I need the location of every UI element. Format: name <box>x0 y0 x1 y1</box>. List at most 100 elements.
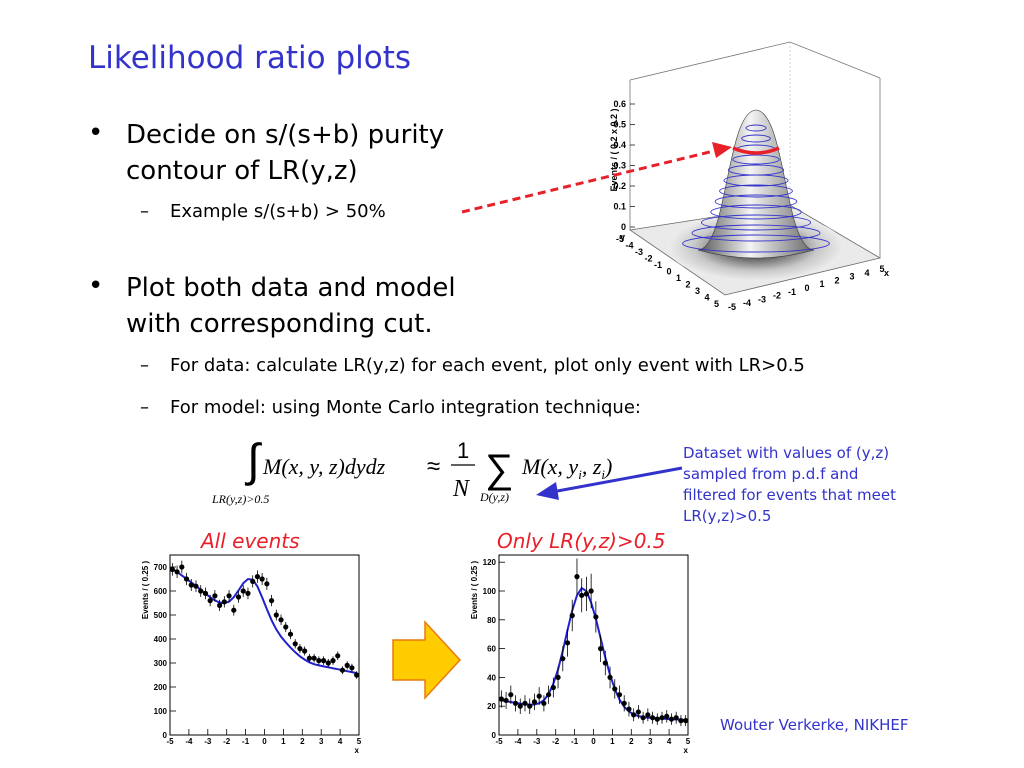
contour-line <box>691 224 821 242</box>
data-point <box>311 655 317 661</box>
data-point <box>226 593 232 599</box>
x-axis-label: x <box>684 746 689 755</box>
mc-integration-formula: ∫ M(x, y, z)dydz ≈ 1 N ∑ M(x, yi, zi) LR… <box>211 434 612 506</box>
x-tick-label: -2 <box>773 291 781 301</box>
data-point <box>188 582 194 588</box>
data-point <box>583 591 590 597</box>
z-tick-label: 0.2 <box>613 181 626 191</box>
sub-bullet-dash: – <box>140 355 149 376</box>
y-tick-label: 500 <box>154 611 168 620</box>
annotation-line: LR(y,z)>0.5 <box>683 507 772 525</box>
formula-lhs: M(x, y, z)dydz <box>262 454 386 479</box>
contour-line <box>714 194 798 209</box>
x-tick-label: 1 <box>819 279 824 289</box>
data-point <box>273 612 279 618</box>
data-point <box>664 713 670 719</box>
box-edge <box>629 41 881 81</box>
transition-arrow <box>392 620 462 700</box>
data-point <box>569 612 575 619</box>
data-point <box>287 631 294 637</box>
blue-arrow <box>551 466 683 494</box>
lr-cut-label: Only LR(y,z)>0.5 <box>497 529 666 553</box>
red-dashed-arrow <box>461 148 719 214</box>
x-tick-label: 4 <box>338 737 343 746</box>
contour-line <box>732 154 780 165</box>
formula-numerator: 1 <box>457 438 469 463</box>
x-tick-label: -4 <box>743 298 751 308</box>
data-point <box>522 700 528 706</box>
x-tick-label: -5 <box>495 737 503 746</box>
y-tick-label: 0 <box>666 267 671 277</box>
plot-frame <box>498 554 689 736</box>
dataset-annotation: Dataset with values of (y,z) sampled fro… <box>683 443 933 527</box>
x-tick-label: 3 <box>648 737 653 746</box>
x-tick-label: -5 <box>728 302 736 312</box>
sub-bullet-dash: – <box>140 397 149 418</box>
data-point <box>221 599 227 605</box>
x-tick-label: 0 <box>591 737 596 746</box>
y-tick-label: -1 <box>654 260 662 270</box>
data-point <box>330 658 336 664</box>
annotation-line: sampled from p.d.f and <box>683 465 859 483</box>
data-point <box>498 696 504 702</box>
x-tick-label: 3 <box>849 272 854 282</box>
data-point <box>278 617 284 623</box>
data-point <box>169 566 175 573</box>
contour-line <box>710 204 802 220</box>
x-tick-label: -4 <box>514 737 522 746</box>
data-point <box>602 660 608 666</box>
y-tick-label: 400 <box>154 635 168 644</box>
x-tick-label: 2 <box>629 737 634 746</box>
data-point <box>517 703 523 709</box>
z-tick-label: 0.4 <box>613 140 626 150</box>
y-tick-label: 5 <box>714 299 719 309</box>
data-point <box>659 715 665 721</box>
data-point <box>302 648 308 654</box>
y-tick-label: -4 <box>625 241 633 251</box>
data-point <box>292 641 298 647</box>
data-point <box>207 598 213 604</box>
data-point <box>645 712 651 718</box>
data-point <box>550 684 556 691</box>
red-arrow-head <box>712 142 732 158</box>
data-point <box>683 718 689 724</box>
y-tick-label: 2 <box>685 280 690 290</box>
data-point <box>212 593 218 599</box>
y-tick-label: 80 <box>487 616 496 625</box>
data-point <box>349 665 355 671</box>
data-point <box>512 700 519 706</box>
x-tick-label: 1 <box>610 737 615 746</box>
sum-sign: ∑ <box>485 447 514 491</box>
x-tick-label: 5 <box>357 737 362 746</box>
data-point <box>268 598 275 604</box>
data-point <box>179 564 185 570</box>
formula-denominator: N <box>452 476 471 502</box>
y-tick-label: 100 <box>483 587 497 596</box>
data-point <box>316 658 322 664</box>
x-axis-label: x <box>884 268 889 278</box>
x-tick-label: -2 <box>552 737 560 746</box>
bullet-1-sub-1: Example s/(s+b) > 50% <box>170 201 386 222</box>
data-point <box>335 653 341 659</box>
data-point <box>297 646 303 652</box>
all-events-histogram: 0 100 200 300 400 500 600 700 -5 -4 -3 -2 -1 0 1 2 3 4 5x E… <box>141 554 362 755</box>
z-tick-label: 0.3 <box>613 161 626 171</box>
data-point <box>283 624 289 630</box>
data-point <box>508 692 514 698</box>
data-point <box>593 614 599 620</box>
data-point <box>339 667 346 673</box>
y-tick-label: 4 <box>704 293 709 303</box>
lr-cut-histogram: 0 20 40 60 80 100 120 -5 -4 -3 -2 -1 0 1 2 3 4 5x Events /… <box>470 554 691 755</box>
data-point <box>668 716 675 722</box>
data-point <box>626 706 632 712</box>
formula-rhs: M(x, yi, zi) <box>521 454 612 482</box>
y-tick-label: 200 <box>154 683 168 692</box>
data-point <box>612 686 618 692</box>
all-events-label: All events <box>201 529 300 553</box>
integral-lower-limit: LR(y,z)>0.5 <box>211 492 269 506</box>
y-tick-label: -3 <box>635 247 643 257</box>
data-point <box>527 703 533 709</box>
data-point <box>588 588 594 594</box>
